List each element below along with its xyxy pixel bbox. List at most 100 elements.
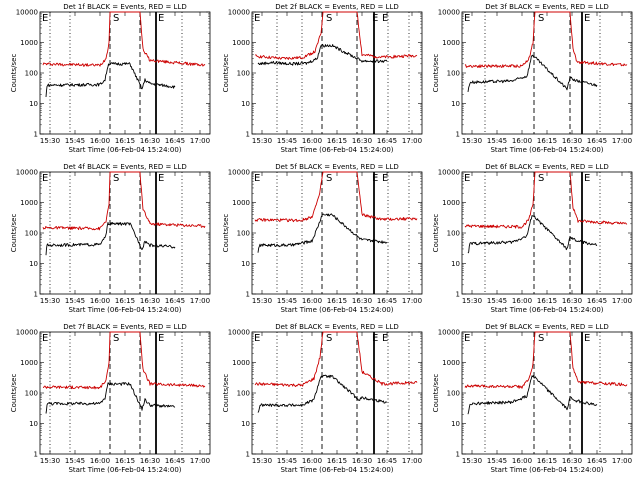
marker-letter-E: E — [382, 173, 388, 184]
panel-title: Det 6f BLACK = Events, RED = LLD — [485, 163, 608, 171]
x-axis-label: Start Time (06-Feb-04 15:24:00) — [280, 466, 393, 474]
y-tick-label: 1000 — [20, 199, 38, 207]
panel-title: Det 2f BLACK = Events, RED = LLD — [275, 3, 398, 11]
panel-title: Det 1f BLACK = Events, RED = LLD — [63, 3, 186, 11]
y-tick-label: 10 — [29, 100, 38, 108]
marker-letter-E: E — [584, 173, 590, 184]
series-line-events — [45, 382, 176, 414]
marker-letter-E: E — [584, 13, 590, 24]
y-tick-label: 1 — [456, 451, 460, 459]
y-tick-label: 100 — [447, 70, 460, 78]
x-tick-label: 16:45 — [587, 137, 607, 145]
x-tick-label: 16:45 — [165, 137, 185, 145]
y-axis-label: Counts/sec — [10, 214, 18, 253]
y-tick-label: 10000 — [16, 9, 38, 17]
plot-frame — [251, 11, 423, 135]
x-tick-label: 17:00 — [612, 457, 632, 465]
series-line-events — [45, 222, 176, 256]
x-axis-label: Start Time (06-Feb-04 15:24:00) — [280, 306, 393, 314]
x-tick-label: 15:30 — [462, 457, 482, 465]
y-tick-label: 10 — [241, 260, 250, 268]
marker-letter-E: E — [254, 333, 260, 344]
plot-frame — [251, 331, 423, 455]
marker-letter-S: S — [326, 333, 332, 344]
x-tick-label: 15:45 — [65, 457, 85, 465]
series-line-lld — [42, 171, 206, 231]
x-axis-label: Start Time (06-Feb-04 15:24:00) — [68, 146, 181, 154]
y-tick-label: 10000 — [16, 329, 38, 337]
x-tick-label: 16:30 — [140, 137, 160, 145]
marker-letter-E: E — [254, 173, 260, 184]
x-tick-label: 17:00 — [190, 457, 210, 465]
y-tick-label: 1000 — [232, 359, 250, 367]
marker-letter-S: S — [538, 13, 544, 24]
detector-panel-9: Det 9f BLACK = Events, RED = LLD 1 10 100 10… — [432, 323, 633, 474]
detector-panel-1: Det 1f BLACK = Events, RED = LLD 1 10 100 10… — [10, 3, 211, 154]
marker-letter-S: S — [113, 13, 119, 24]
series-line-events — [467, 54, 598, 92]
x-tick-label: 16:15 — [327, 457, 347, 465]
marker-letter-E: E — [158, 13, 164, 24]
x-tick-label: 16:15 — [115, 297, 135, 305]
y-tick-label: 10 — [241, 100, 250, 108]
detector-panel-7: Det 7f BLACK = Events, RED = LLD 1 10 100 10… — [10, 323, 211, 474]
marker-letter-S: S — [326, 13, 332, 24]
x-tick-label: 16:15 — [327, 297, 347, 305]
x-tick-label: 15:30 — [462, 297, 482, 305]
series-line-events — [257, 43, 388, 66]
y-tick-label: 1000 — [442, 39, 460, 47]
x-tick-label: 15:30 — [252, 297, 272, 305]
y-tick-label: 100 — [25, 70, 38, 78]
series-line-lld — [254, 11, 418, 60]
x-axis-label: Start Time (06-Feb-04 15:24:00) — [490, 466, 603, 474]
x-tick-label: 17:00 — [402, 137, 422, 145]
marker-letter-E: E — [42, 173, 48, 184]
detector-panel-5: Det 5f BLACK = Events, RED = LLD 1 10 100 10… — [222, 163, 423, 314]
series-line-events — [467, 375, 598, 415]
y-tick-label: 1 — [456, 131, 460, 139]
y-tick-label: 100 — [447, 390, 460, 398]
y-tick-label: 10000 — [228, 9, 250, 17]
x-tick-label: 16:15 — [537, 297, 557, 305]
marker-letter-E: E — [158, 333, 164, 344]
x-tick-label: 16:30 — [562, 137, 582, 145]
x-axis-label: Start Time (06-Feb-04 15:24:00) — [68, 466, 181, 474]
x-tick-label: 16:30 — [352, 297, 372, 305]
plot-frame — [461, 331, 633, 455]
x-tick-label: 16:15 — [537, 137, 557, 145]
marker-letter-E: E — [254, 13, 260, 24]
marker-letter-E: E — [382, 13, 388, 24]
x-tick-label: 16:00 — [302, 457, 322, 465]
x-tick-label: 16:00 — [302, 137, 322, 145]
plot-frame — [39, 331, 211, 455]
x-tick-label: 15:30 — [252, 457, 272, 465]
x-tick-label: 15:30 — [252, 137, 272, 145]
x-tick-label: 15:45 — [277, 137, 297, 145]
marker-letter-E: E — [372, 13, 378, 24]
x-tick-label: 16:45 — [377, 137, 397, 145]
y-tick-label: 10 — [451, 420, 460, 428]
y-axis-label: Counts/sec — [10, 374, 18, 413]
detector-panel-2: Det 2f BLACK = Events, RED = LLD 1 10 100 10… — [222, 3, 423, 154]
x-tick-label: 16:30 — [352, 137, 372, 145]
y-axis-label: Counts/sec — [432, 214, 440, 253]
x-tick-label: 16:00 — [90, 297, 110, 305]
marker-letter-E: E — [42, 13, 48, 24]
y-tick-label: 100 — [25, 230, 38, 238]
x-tick-label: 15:45 — [65, 297, 85, 305]
x-tick-label: 15:45 — [487, 297, 507, 305]
marker-letter-S: S — [113, 173, 119, 184]
panel-title: Det 3f BLACK = Events, RED = LLD — [485, 3, 608, 11]
y-tick-label: 1000 — [232, 199, 250, 207]
y-tick-label: 100 — [25, 390, 38, 398]
y-tick-label: 10000 — [438, 169, 460, 177]
x-tick-label: 16:00 — [512, 297, 532, 305]
panel-title: Det 4f BLACK = Events, RED = LLD — [63, 163, 186, 171]
marker-letter-S: S — [113, 333, 119, 344]
x-tick-label: 16:30 — [140, 457, 160, 465]
series-line-lld — [464, 331, 628, 389]
x-tick-label: 16:30 — [562, 297, 582, 305]
series-line-events — [45, 62, 176, 98]
y-tick-label: 1 — [456, 291, 460, 299]
marker-letter-E: E — [42, 333, 48, 344]
